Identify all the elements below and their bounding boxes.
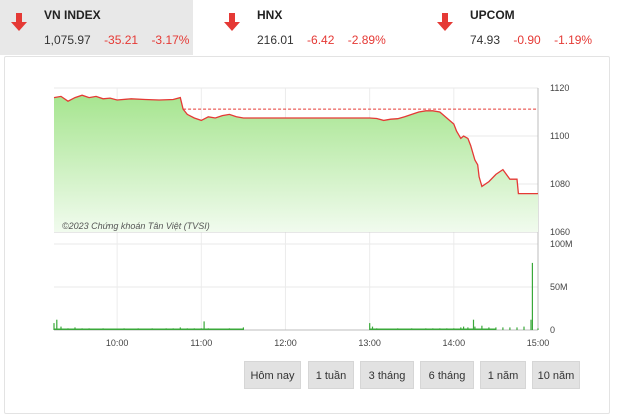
range-button-10-years[interactable]: 10 năm <box>532 361 580 389</box>
index-value: 216.01 <box>257 33 294 47</box>
index-tab-upcom[interactable]: UPCOM 74.93 -0.90 -1.19% <box>426 0 622 55</box>
chart-watermark: ©2023 Chứng khoán Tân Việt (TVSI) <box>62 221 210 231</box>
tick-label: 1100 <box>550 131 569 141</box>
volume-bar <box>509 327 511 330</box>
arrow-down-icon <box>11 13 27 31</box>
index-tab-hnx[interactable]: HNX 216.01 -6.42 -2.89% <box>213 0 408 55</box>
index-percent: -1.19% <box>554 33 593 47</box>
volume-bar <box>371 326 374 330</box>
volume-bar <box>481 325 483 330</box>
volume-bar <box>531 262 533 330</box>
tick-label: 100M <box>550 239 573 249</box>
index-change: -6.42 <box>307 33 335 47</box>
volume-bar <box>474 326 476 330</box>
index-name: VN INDEX <box>44 8 101 22</box>
index-chart: ©2023 Chứng khoán Tân Việt (TVSI) 1120 11… <box>53 83 573 348</box>
volume-bar <box>502 327 504 330</box>
tick-label: 0 <box>550 325 555 335</box>
arrow-down-icon <box>437 13 453 31</box>
tick-label: 1120 <box>550 83 569 93</box>
volume-bar <box>537 328 539 330</box>
volume-bar <box>53 323 55 330</box>
range-button-today[interactable]: Hôm nay <box>244 361 301 389</box>
index-percent: -3.17% <box>151 33 190 47</box>
range-button-6-months[interactable]: 6 tháng <box>420 361 474 389</box>
volume-bar <box>60 326 62 330</box>
volume-bar <box>56 319 58 330</box>
tick-label: 1060 <box>550 227 570 237</box>
tick-label: 1080 <box>550 179 570 189</box>
volume-bar <box>472 319 475 330</box>
index-name: HNX <box>257 8 283 22</box>
volume-bar <box>463 326 465 330</box>
arrow-down-icon <box>224 13 240 31</box>
index-change: -0.90 <box>513 33 541 47</box>
volume-bar <box>523 326 525 330</box>
tick-label: 10:00 <box>106 338 129 348</box>
price-area-fill <box>54 95 538 232</box>
index-percent: -2.89% <box>347 33 386 47</box>
tick-label: 15:00 <box>527 338 550 348</box>
range-button-1-week[interactable]: 1 tuần <box>308 361 354 389</box>
volume-bar <box>54 328 244 330</box>
tick-label: 13:00 <box>358 338 381 348</box>
volume-bar <box>369 328 496 330</box>
index-value: 74.93 <box>470 33 501 47</box>
price-line <box>53 94 538 195</box>
index-tab-vnindex[interactable]: VN INDEX 1,075.97 -35.21 -3.17% <box>0 0 193 55</box>
chart-panel <box>4 56 610 414</box>
index-name: UPCOM <box>470 8 515 22</box>
tick-label: 11:00 <box>190 338 212 348</box>
index-change: -35.21 <box>104 33 139 47</box>
index-tabs: VN INDEX 1,075.97 -35.21 -3.17% HNX 216.… <box>0 0 622 55</box>
index-value: 1,075.97 <box>44 33 91 47</box>
volume-bar <box>203 321 205 330</box>
range-button-1-year[interactable]: 1 năm <box>480 361 526 389</box>
volume-bar <box>369 323 371 330</box>
tick-label: 14:00 <box>443 338 466 348</box>
range-button-3-months[interactable]: 3 tháng <box>360 361 414 389</box>
volume-bar <box>516 327 518 330</box>
tick-label: 12:00 <box>274 338 297 348</box>
volume-bar <box>530 319 532 330</box>
tick-label: 50M <box>550 282 568 292</box>
